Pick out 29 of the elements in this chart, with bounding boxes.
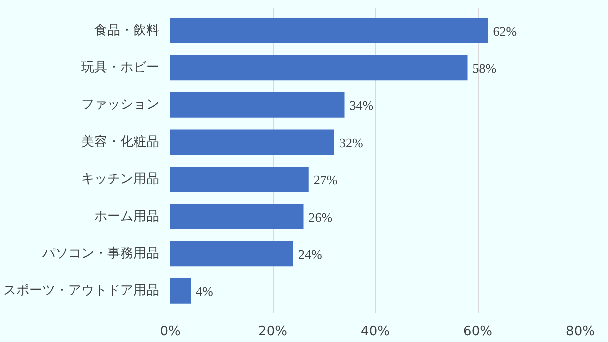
data-label: 34%	[350, 98, 374, 114]
bar	[170, 278, 191, 304]
data-label: 27%	[314, 172, 338, 188]
data-label: 24%	[298, 246, 322, 262]
bar	[170, 55, 468, 81]
x-tick-label: 20%	[258, 324, 288, 340]
y-tick-label: 玩具・ホビー	[82, 60, 160, 76]
y-tick-label: ホーム用品	[94, 209, 160, 224]
y-tick-label: キッチン用品	[82, 172, 160, 188]
y-tick-label: 美容・化粧品	[82, 134, 160, 150]
bar	[170, 92, 345, 118]
x-tick-label: 0%	[160, 324, 181, 340]
bar	[170, 130, 334, 156]
data-label: 32%	[340, 135, 364, 150]
y-tick-label: ファッション	[82, 98, 160, 113]
x-tick-label: 80%	[566, 324, 595, 340]
bar	[170, 204, 304, 230]
bar	[170, 241, 294, 267]
y-tick-label: スポーツ・アウトドア用品	[4, 284, 160, 299]
x-tick-label: 40%	[361, 324, 390, 340]
data-label: 4%	[196, 284, 214, 300]
bar	[170, 166, 309, 192]
bar	[170, 18, 488, 44]
data-label: 62%	[493, 24, 518, 39]
y-tick-label: 食品・飲料	[94, 23, 160, 38]
x-tick-label: 60%	[464, 324, 492, 340]
y-tick-label: パソコン・事務用品	[42, 246, 160, 262]
data-label: 26%	[308, 210, 333, 225]
data-label: 58%	[472, 61, 497, 76]
